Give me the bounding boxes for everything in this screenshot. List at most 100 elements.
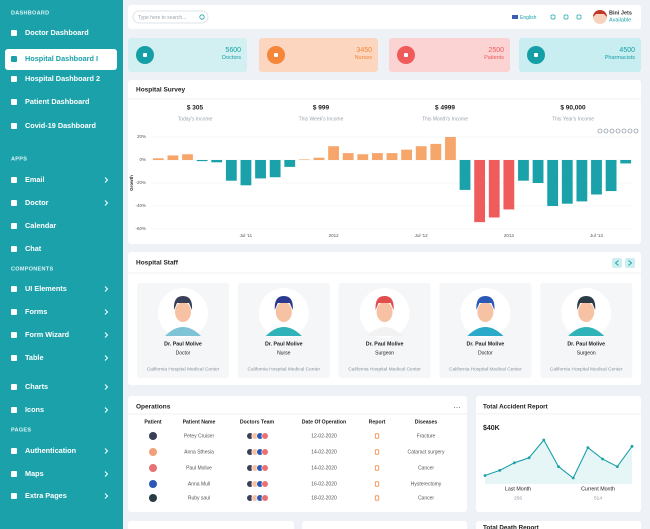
section-title: COMPONENTS (11, 266, 53, 272)
menu-icon (11, 407, 17, 413)
bar (474, 160, 486, 223)
staff-role: Nurse (277, 350, 291, 356)
menu-item[interactable]: Extra Pages (25, 491, 67, 500)
income-label: This Week's Income (299, 116, 344, 122)
report-icon[interactable] (374, 465, 380, 471)
menu-icon (11, 56, 17, 62)
staff-name: Dr. Paul Molive (567, 341, 605, 347)
menu-item[interactable]: Patient Dashboard (25, 97, 89, 106)
menu-item[interactable]: Email (25, 175, 44, 184)
menu-item[interactable]: Authentication (25, 446, 76, 455)
menu-item[interactable]: Chat (25, 244, 42, 253)
current-month-value: 514 (594, 495, 602, 501)
chart-toolbar-icon[interactable] (615, 128, 621, 134)
point (571, 476, 575, 480)
operations-card (128, 396, 467, 512)
chevron (104, 384, 109, 390)
stat-value: 5600 (225, 47, 241, 54)
menu-item[interactable]: Doctor Dashboard (25, 28, 89, 37)
menu-item[interactable]: Doctor (25, 198, 49, 207)
table-header: Diseases (415, 419, 438, 425)
point (630, 444, 634, 448)
patient-avatar (149, 464, 157, 472)
point (527, 456, 531, 460)
y-tick-label: 20% (137, 134, 146, 139)
point (483, 474, 487, 477)
stat-value: 2500 (488, 47, 504, 54)
more-menu[interactable]: … (453, 523, 461, 529)
staff-role: Surgeon (375, 350, 394, 356)
chart-toolbar-icon[interactable] (597, 128, 603, 134)
chevron (104, 177, 109, 183)
report-icon[interactable] (374, 433, 380, 439)
chart-toolbar-icon[interactable] (603, 128, 609, 134)
avatar-face (175, 302, 191, 322)
bar (284, 160, 296, 167)
avatar-hair (476, 296, 495, 310)
menu-item[interactable]: Covid-19 Dashboard (25, 121, 96, 130)
menu-item[interactable]: Form Wizard (25, 330, 69, 339)
stat-label: Doctors (222, 55, 241, 61)
patient-avatar (149, 432, 157, 440)
accident-amount: $40K (483, 425, 500, 432)
avatar-body (366, 327, 403, 336)
bar (445, 137, 456, 160)
stat-label: Patients (484, 55, 504, 61)
operation-date: 12-02-2020 (311, 433, 337, 439)
language[interactable]: English (520, 15, 537, 21)
user-name[interactable]: Bini Jets (609, 10, 632, 16)
search-box[interactable] (132, 10, 209, 24)
menu-item[interactable]: Forms (25, 307, 47, 316)
menu-item[interactable]: Hospital Dashboard 2 (25, 74, 100, 83)
report-icon[interactable] (374, 481, 380, 487)
menu-item[interactable]: Hospital Dashboard I (25, 54, 98, 63)
table-header: Report (369, 419, 386, 425)
chevron (104, 332, 109, 338)
chart-toolbar-icon[interactable] (609, 128, 615, 134)
disease: Hysterectomy (411, 481, 442, 487)
bar (371, 153, 383, 160)
chart-toolbar-icon[interactable] (627, 128, 633, 134)
bar (386, 153, 398, 160)
bar (269, 160, 281, 178)
menu-item[interactable]: Charts (25, 382, 48, 391)
more-menu[interactable]: … (453, 401, 461, 410)
table-header: Patient Name (183, 419, 216, 425)
menu-item[interactable]: Calendar (25, 221, 56, 230)
menu-icon (11, 332, 17, 338)
topbar (128, 5, 641, 29)
patient-name: Anna Sthesia (184, 449, 214, 455)
patient-name: Anna Mull (188, 481, 210, 487)
patient-avatar (149, 448, 157, 456)
chart-toolbar-icon[interactable] (633, 128, 639, 134)
bar (503, 160, 515, 210)
menu-item[interactable]: Icons (25, 405, 44, 414)
card (128, 521, 294, 529)
staff-role: Surgeon (577, 350, 596, 356)
bar (561, 160, 573, 204)
top-icon[interactable] (563, 14, 569, 20)
menu-icon (11, 355, 17, 361)
bar (532, 160, 544, 183)
user-status: Available (609, 17, 631, 23)
chart-toolbar-icon[interactable] (621, 128, 627, 134)
area (485, 440, 632, 484)
menu-item[interactable]: Maps (25, 469, 44, 478)
menu-item[interactable]: UI Elements (25, 284, 67, 293)
stat-card (259, 38, 378, 72)
user-hair (593, 10, 607, 17)
report-icon[interactable] (374, 449, 380, 455)
income-label: Today's Income (178, 116, 213, 122)
income-label: This Month's Income (422, 116, 468, 122)
menu-item[interactable]: Table (25, 353, 44, 362)
nav-button[interactable] (612, 258, 622, 268)
nav-button[interactable] (625, 258, 635, 268)
avatar-hair (274, 296, 293, 310)
avatar-body (165, 327, 201, 336)
top-icon[interactable] (550, 14, 556, 20)
operations-title: Operations (136, 404, 171, 411)
top-icon[interactable] (576, 14, 582, 20)
report-icon[interactable] (374, 495, 380, 501)
avatar-body (467, 327, 504, 336)
bar (357, 154, 369, 160)
